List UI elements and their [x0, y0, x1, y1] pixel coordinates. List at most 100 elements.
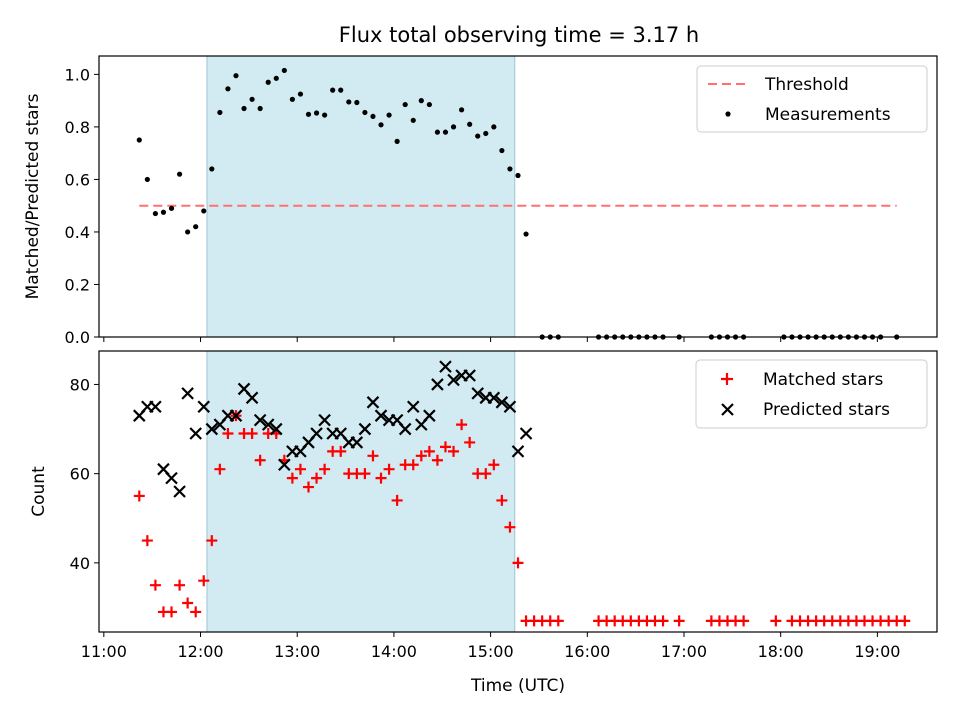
matched-star-point [254, 454, 266, 466]
matched-star-point [439, 441, 451, 453]
matched-star-point [673, 615, 685, 627]
matched-star-point [303, 481, 314, 493]
y-tick-label: 0.6 [65, 170, 90, 189]
count-legend: Matched stars Predicted stars [695, 359, 928, 429]
measurement-point [410, 117, 416, 123]
matched-star-point [319, 463, 331, 475]
matched-star-point [480, 468, 492, 480]
matched-star-point [464, 436, 476, 448]
predicted-star-point [229, 409, 243, 422]
y-tick-label: 1.0 [65, 65, 90, 84]
predicted-star-point [173, 485, 186, 498]
measurement-point [426, 101, 432, 108]
count-legend-box [695, 359, 928, 429]
measurement-point [378, 122, 384, 128]
count-plot-frame [98, 350, 938, 633]
ratio-y-axis: 0.0 0.2 0.4 0.6 0.8 1.0 [65, 65, 99, 347]
measurement-point [289, 96, 295, 102]
predicted-star-point [366, 396, 380, 409]
measurement-point [507, 166, 513, 172]
measurement-point [193, 224, 199, 230]
matched-star-point [423, 445, 435, 457]
measurement-point [201, 208, 207, 214]
measurement-point [362, 109, 368, 116]
ratio-legend: Threshold Measurements [696, 65, 928, 133]
observing-window-shade [206, 350, 516, 633]
x-tick-label: 13:00 [274, 642, 320, 661]
y-tick-label: 0.2 [65, 275, 90, 294]
legend-matched-swatch [721, 373, 733, 385]
measurement-point [281, 67, 287, 74]
predicted-star-point [197, 400, 211, 414]
measurement-point [313, 110, 320, 116]
measurement-point [402, 101, 408, 108]
predicted-star-point [269, 422, 283, 436]
matched-star-point [133, 490, 145, 502]
ratio-panel: 0.0 0.2 0.4 0.6 0.8 1.0 Matched/Predicted sta… [23, 55, 938, 347]
matched-star-point [657, 615, 669, 627]
measurement-point [217, 109, 223, 116]
predicted-star-point [471, 387, 484, 400]
measurement-point [209, 166, 215, 172]
measurement-point [467, 121, 473, 127]
measurement-point [475, 133, 481, 139]
count-y-axis: 40 60 80 [70, 375, 99, 573]
predicted-star-point [181, 387, 194, 400]
matched-star-point [166, 606, 178, 618]
matched-star-point [149, 579, 161, 591]
matched-star-point [456, 419, 468, 431]
measurement-point [491, 124, 497, 130]
measurement-point [160, 209, 167, 215]
matched-star-point [738, 615, 750, 627]
predicted-stars-series [133, 360, 533, 498]
predicted-star-point [318, 413, 331, 427]
matched-star-point [198, 575, 210, 587]
matched-star-point [214, 463, 226, 475]
measurement-point [305, 111, 312, 117]
measurement-point [386, 112, 392, 118]
predicted-star-point [261, 418, 275, 431]
predicted-star-point [165, 471, 178, 485]
y-tick-label: 80 [70, 375, 90, 394]
x-tick-label: 17:00 [661, 642, 707, 661]
x-tick-label: 15:00 [468, 642, 514, 661]
y-tick-label: 0.4 [65, 223, 90, 242]
matched-star-point [335, 445, 347, 457]
matched-star-point [407, 459, 419, 471]
measurement-point [322, 112, 328, 118]
legend-predicted-swatch [721, 403, 734, 416]
measurement-point [499, 147, 505, 154]
predicted-star-point [205, 422, 219, 436]
y-tick-label: 0.0 [65, 328, 90, 347]
matched-star-point [431, 454, 443, 466]
matched-star-point [141, 535, 153, 547]
measurement-point [176, 171, 183, 177]
predicted-star-point [278, 458, 291, 472]
matched-star-point [286, 472, 298, 484]
measurement-point [523, 231, 529, 237]
measurement-point [273, 75, 279, 81]
matched-star-point [391, 494, 403, 506]
measurement-point [370, 113, 376, 120]
predicted-star-point [423, 409, 436, 422]
predicted-star-point [495, 396, 509, 409]
matched-star-point [383, 463, 395, 475]
y-tick-label: 0.8 [65, 118, 90, 137]
measurement-point [257, 105, 263, 112]
measurement-point [233, 73, 239, 79]
matched-star-point [899, 615, 911, 627]
measurement-point [168, 205, 175, 211]
time-x-axis: 11:00 12:00 13:00 14:00 15:00 16:00 17:00 18:00… [81, 632, 900, 661]
matched-star-point [415, 450, 427, 462]
observing-window-shade [206, 55, 516, 338]
x-tick-label: 18:00 [758, 642, 804, 661]
matched-star-point [448, 445, 460, 457]
matched-star-point [770, 615, 782, 627]
matched-star-point [512, 557, 524, 569]
predicted-star-point [350, 436, 364, 449]
predicted-star-point [189, 427, 202, 440]
legend-matched-label: Matched stars [763, 370, 883, 390]
x-tick-label: 14:00 [371, 642, 417, 661]
measurement-point [483, 130, 489, 137]
